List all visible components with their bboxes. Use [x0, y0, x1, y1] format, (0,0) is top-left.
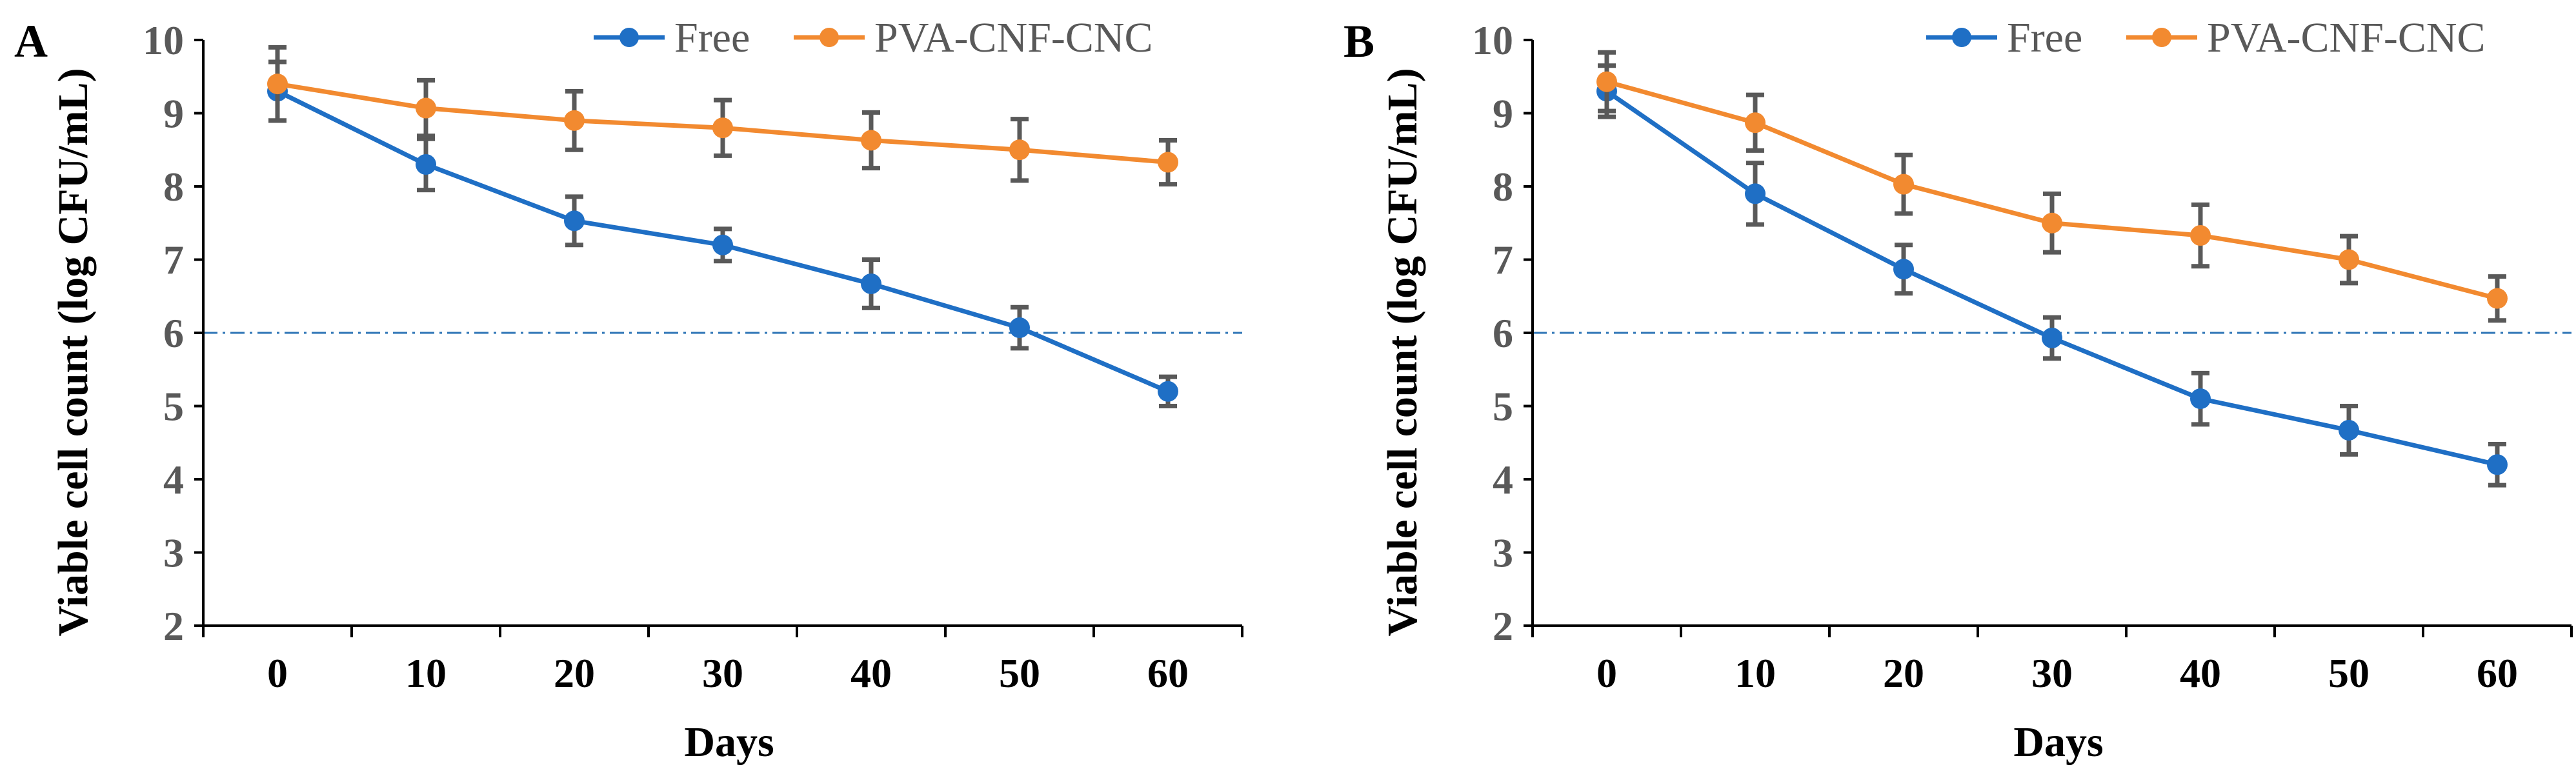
series-pva-cnf-cnc — [1596, 50, 2508, 323]
data-point — [861, 273, 881, 294]
x-tick-label: 20 — [554, 650, 595, 696]
data-point — [2190, 225, 2211, 246]
y-tick-label: 5 — [163, 384, 184, 430]
data-point — [1596, 71, 1617, 92]
x-tick-label: 10 — [405, 650, 447, 696]
data-point — [1158, 381, 1178, 402]
panel-label: A — [14, 15, 48, 67]
data-point — [2487, 454, 2508, 475]
legend-label: PVA-CNF-CNC — [874, 14, 1153, 61]
data-point — [712, 234, 733, 255]
data-point — [564, 110, 585, 131]
y-axis-title: Viable cell count (log CFU/mL) — [1379, 68, 1426, 636]
data-point — [1745, 183, 1766, 204]
legend-marker — [2152, 28, 2171, 47]
data-point — [1158, 152, 1178, 173]
series-line — [1606, 79, 2498, 301]
x-tick-label: 60 — [2477, 650, 2518, 696]
series-pva-cnf-cnc — [267, 45, 1178, 187]
data-point — [2339, 419, 2359, 441]
legend-marker — [820, 28, 839, 47]
y-tick-label: 9 — [163, 91, 184, 137]
data-point — [712, 117, 733, 139]
y-tick-label: 4 — [1493, 457, 1513, 502]
y-tick-label: 6 — [1493, 310, 1513, 356]
x-tick-label: 0 — [1596, 650, 1617, 696]
series-free — [1596, 63, 2508, 488]
data-point — [2042, 327, 2062, 348]
y-tick-label: 10 — [143, 17, 184, 63]
y-axis-title: Viable cell count (log CFU/mL) — [50, 68, 97, 636]
x-axis-title: Days — [2013, 719, 2103, 766]
data-point — [267, 74, 288, 95]
y-tick-label: 8 — [1493, 164, 1513, 210]
y-tick-label: 7 — [163, 237, 184, 283]
data-point — [1009, 139, 1030, 161]
y-tick-label: 2 — [1493, 603, 1513, 649]
y-tick-label: 2 — [163, 603, 184, 649]
data-point — [2339, 249, 2359, 270]
data-point — [564, 210, 585, 232]
chart-panel-b: B 2 3 4 5 6 7 8 9 10 0 10 20 30 40 50 60 Days Viable cell … — [1343, 14, 2573, 766]
legend-label: Free — [674, 14, 750, 61]
data-point — [1009, 317, 1030, 339]
x-axis-title: Days — [684, 719, 774, 766]
x-tick-label: 50 — [2328, 650, 2370, 696]
x-tick-label: 30 — [2031, 650, 2073, 696]
x-tick-label: 0 — [267, 650, 288, 696]
data-point — [2190, 388, 2211, 410]
data-point — [416, 97, 436, 119]
data-point — [1893, 174, 1914, 195]
y-tick-label: 8 — [163, 164, 184, 210]
legend-label: Free — [2007, 14, 2082, 61]
chart-panel-a: A 2 3 4 5 6 7 8 9 10 0 10 20 30 40 50 60 Days Viable cell … — [14, 14, 1243, 766]
panel-label: B — [1343, 15, 1374, 67]
x-tick-label: 50 — [999, 650, 1040, 696]
y-tick-label: 6 — [163, 310, 184, 356]
y-tick-label: 3 — [163, 530, 184, 576]
data-point — [416, 154, 436, 175]
x-tick-label: 40 — [2180, 650, 2221, 696]
data-point — [861, 130, 881, 151]
series-line — [1605, 89, 2498, 467]
y-tick-label: 9 — [1493, 91, 1513, 137]
x-tick-label: 20 — [1883, 650, 1924, 696]
data-point — [1745, 112, 1766, 134]
x-tick-label: 40 — [850, 650, 892, 696]
y-tick-label: 4 — [163, 457, 184, 502]
x-tick-label: 10 — [1735, 650, 1776, 696]
data-point — [2042, 212, 2062, 234]
legend-marker — [619, 28, 639, 47]
y-tick-label: 5 — [1493, 384, 1513, 430]
legend-label: PVA-CNF-CNC — [2207, 14, 2486, 61]
data-point — [1893, 259, 1914, 280]
y-tick-label: 3 — [1493, 530, 1513, 576]
legend-marker — [1952, 28, 1971, 47]
x-tick-label: 60 — [1147, 650, 1189, 696]
y-tick-label: 7 — [1493, 237, 1513, 283]
x-tick-label: 30 — [702, 650, 743, 696]
y-tick-label: 10 — [1472, 17, 1513, 63]
data-point — [2487, 288, 2508, 309]
